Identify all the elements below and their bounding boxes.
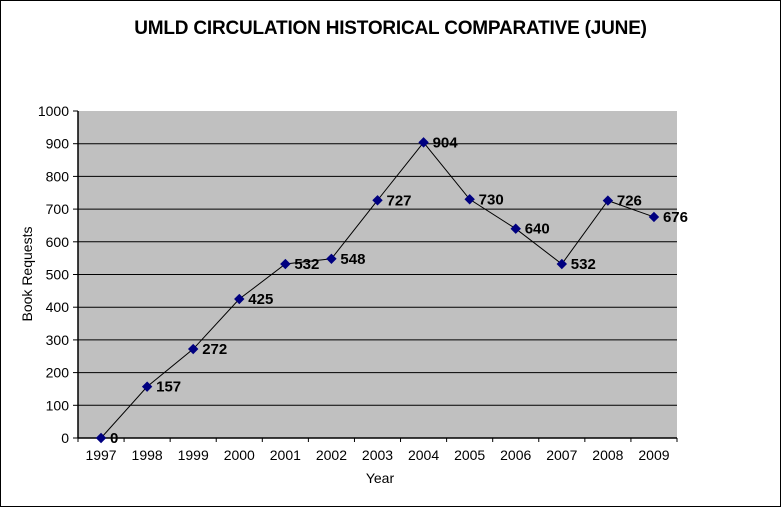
x-axis-tick-label: 2000 [224,447,255,463]
x-axis-tick-label: 2009 [638,447,669,463]
x-axis-tick-label: 2008 [592,447,623,463]
data-label: 727 [387,192,412,209]
data-label: 532 [571,256,596,273]
y-axis-tick-label: 0 [61,430,69,446]
chart-title: UMLD CIRCULATION HISTORICAL COMPARATIVE … [134,18,647,39]
data-point-marker [464,194,475,205]
x-axis-tick-label: 2001 [270,447,301,463]
data-label: 640 [525,221,550,238]
data-point-marker [372,195,383,206]
data-point-marker [648,211,660,223]
data-point-marker [280,258,291,270]
data-point-marker [95,432,107,444]
y-axis-tick-label: 100 [46,397,70,413]
data-point-marker [510,223,521,234]
data-label: 0 [110,430,118,447]
y-axis-tick-label: 400 [46,299,70,315]
data-point-marker [187,343,199,355]
x-axis-tick-label: 2006 [500,447,531,463]
x-axis-tick-label: 1998 [132,447,163,463]
data-point-marker [141,381,153,392]
data-label: 157 [156,379,181,396]
data-label: 548 [340,251,365,268]
data-label: 272 [202,341,227,358]
y-axis-tick-label: 600 [46,234,70,250]
data-point-marker [326,253,337,265]
x-axis-tick-label: 1999 [178,447,209,463]
x-axis-tick-label: 2007 [546,447,577,463]
y-axis-tick-label: 1000 [38,103,69,119]
y-axis-tick-label: 200 [46,365,70,381]
data-label: 425 [248,291,273,308]
y-axis-tick-label: 300 [46,332,70,348]
data-label: 676 [663,209,688,226]
y-axis-tick-label: 500 [46,267,70,283]
x-axis-tick-label: 2003 [362,447,393,463]
x-axis-tick-label: 2002 [316,447,347,463]
y-axis-tick-label: 800 [46,168,70,184]
x-axis-tick-label: 2004 [408,447,439,463]
data-point-marker [602,195,614,206]
y-axis-tick-label: 900 [46,136,70,152]
data-point-marker [556,258,568,270]
y-axis-tick-label: 700 [46,201,70,217]
data-label: 730 [479,191,504,208]
data-point-marker [418,137,429,148]
data-label: 726 [617,193,642,210]
x-axis-tick-label: 1997 [85,447,116,463]
y-axis-title: Book Requests [19,226,35,322]
data-label: 904 [433,134,459,151]
x-axis-title: Year [365,470,395,486]
data-point-marker [234,293,245,305]
x-axis-tick-label: 2005 [454,447,485,463]
data-label: 532 [294,256,319,273]
